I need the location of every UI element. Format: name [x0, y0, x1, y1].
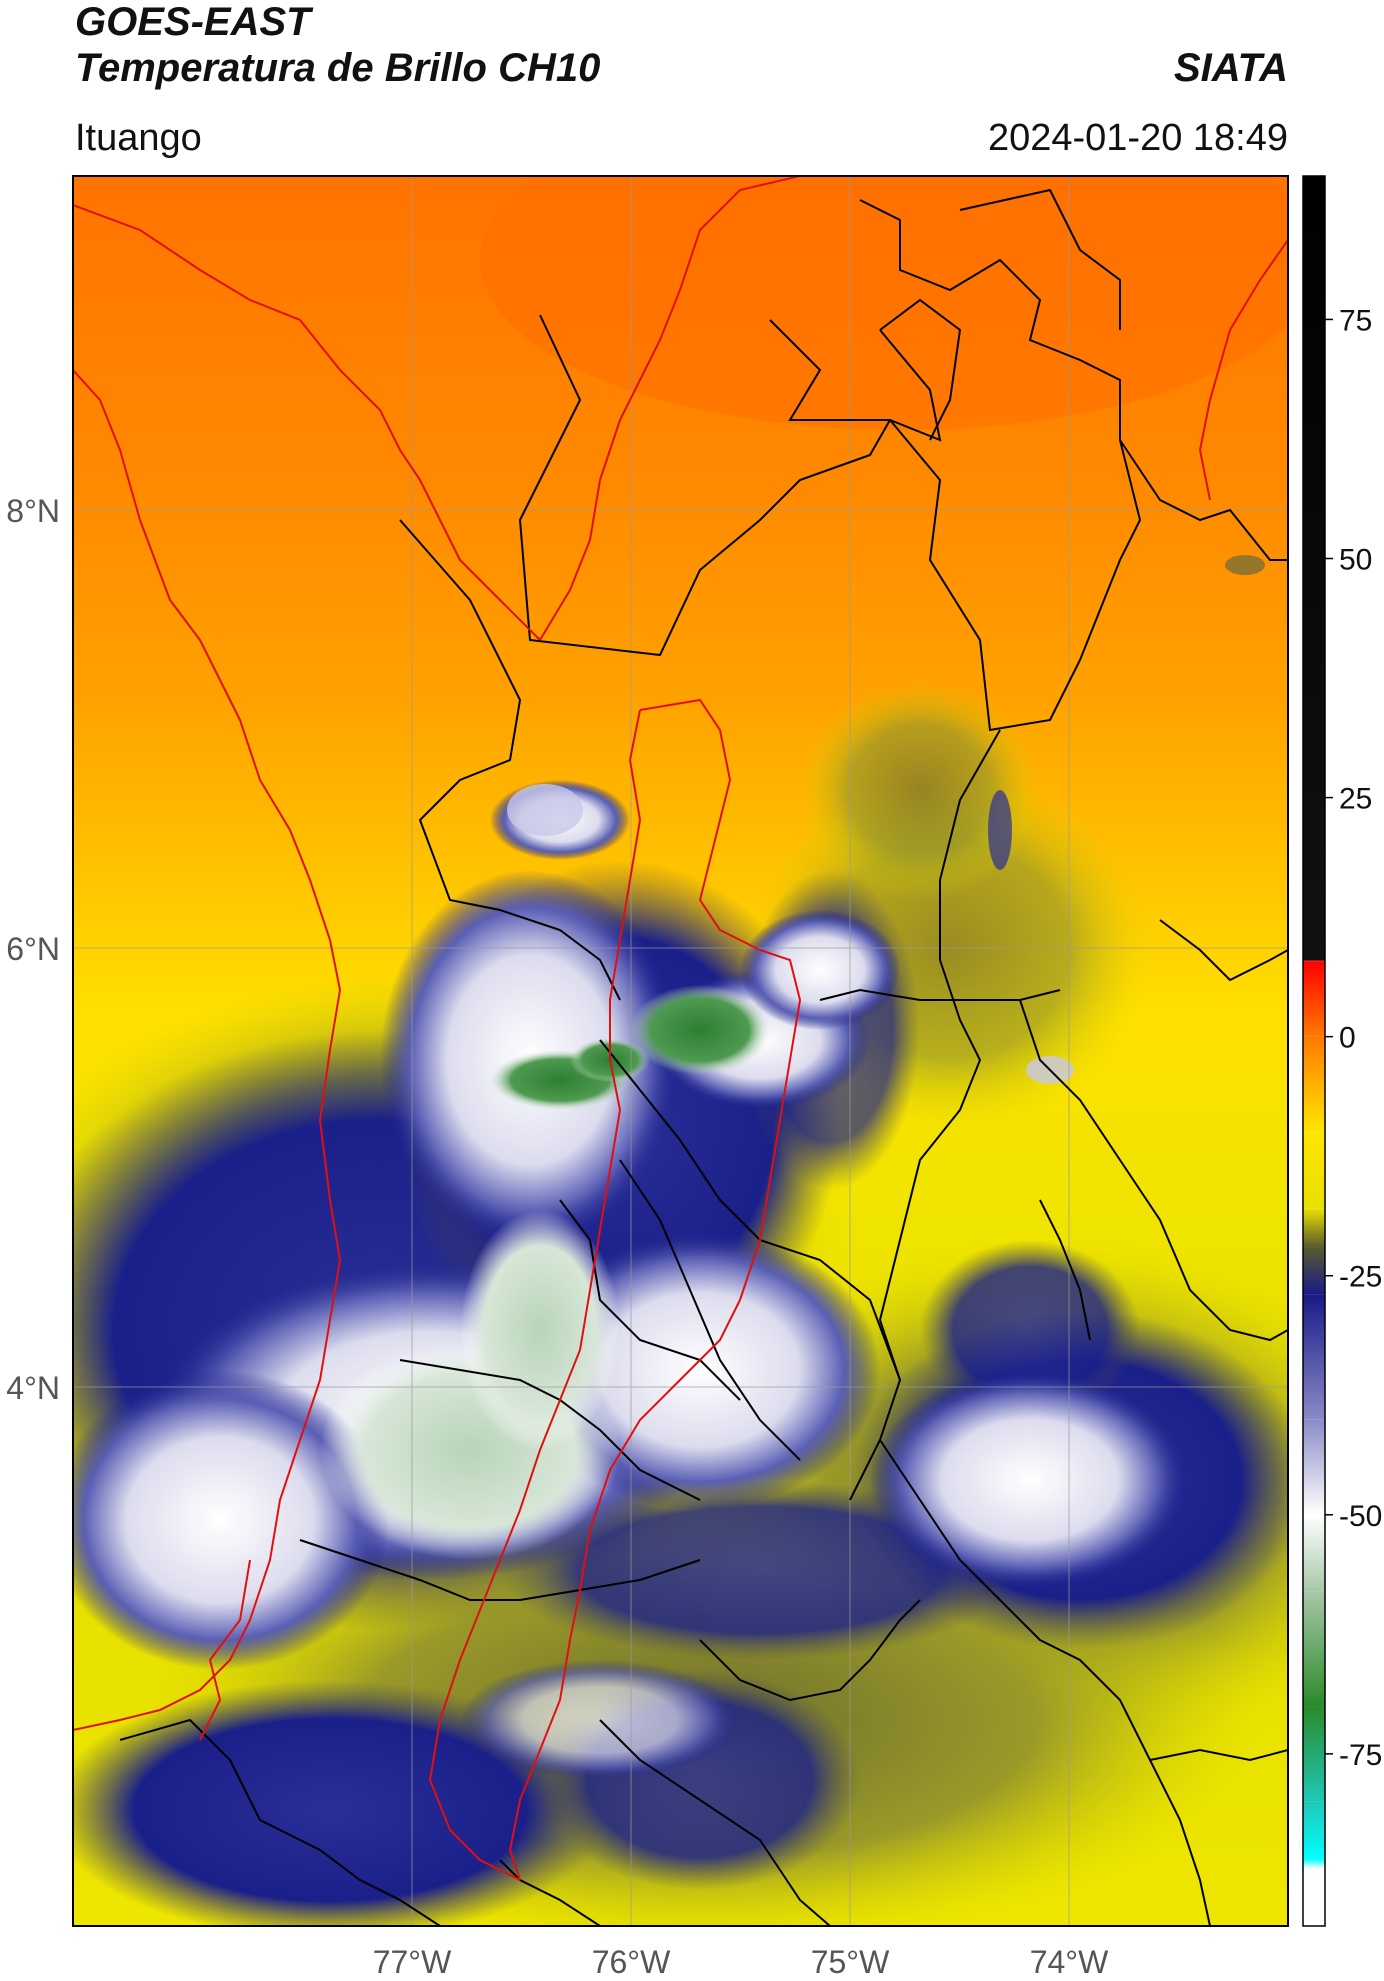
lat-tick-label: 4°N: [6, 1370, 60, 1406]
colorbar: 75 50 25 0 -25 -50 -75: [1302, 175, 1382, 1927]
map-frame: [72, 175, 1289, 1927]
colorbar-tick-label: -50: [1339, 1500, 1382, 1533]
timestamp-label: 2024-01-20 18:49: [987, 117, 1288, 159]
red-boundaries: [73, 176, 1288, 1881]
colorbar-frame: [1302, 175, 1326, 1927]
lon-tick-label: 74°W: [1030, 1944, 1109, 1980]
gridlines: [73, 176, 1288, 1926]
region-label: Ituango: [75, 117, 202, 159]
colorbar-segment: [1303, 1208, 1325, 1248]
colorbar-tick-label: 25: [1339, 783, 1372, 816]
colorbar-segment: [1303, 961, 1325, 1037]
colorbar-segment: [1303, 1868, 1325, 1926]
colorbar-segment: [1303, 1294, 1325, 1420]
colorbar-segment: [1303, 1801, 1325, 1860]
colorbar-tick-label: 0: [1339, 1022, 1356, 1055]
brand-label: SIATA: [1173, 46, 1288, 90]
longitude-axis: 77°W 76°W 75°W 74°W: [373, 1944, 1109, 1980]
colorbar-segment: [1303, 176, 1325, 961]
colorbar-tick-label: 50: [1339, 544, 1372, 577]
colorbar-tick-label: -75: [1339, 1739, 1382, 1772]
latitude-axis: 8°N 6°N 4°N: [6, 493, 60, 1406]
colorbar-segment: [1303, 1859, 1325, 1869]
colorbar-segment: [1303, 1247, 1325, 1295]
colorbar-segment: [1303, 1036, 1325, 1133]
lat-tick-label: 8°N: [6, 493, 60, 529]
colorbar-segment: [1303, 1591, 1325, 1707]
colorbar-tick-label: 75: [1339, 304, 1372, 337]
lon-tick-label: 75°W: [811, 1944, 890, 1980]
lon-tick-label: 77°W: [373, 1944, 452, 1980]
colorbar-segment: [1303, 1706, 1325, 1802]
colorbar-segment: [1303, 1132, 1325, 1209]
title-product: Temperatura de Brillo CH10: [75, 46, 601, 90]
colorbar-ticks: 75 50 25 0 -25 -50 -75: [1325, 304, 1382, 1772]
colorbar-segment: [1303, 960, 1325, 962]
title-satellite: GOES-EAST: [75, 0, 311, 44]
lat-tick-label: 6°N: [6, 931, 60, 967]
administrative-boundaries: [119, 188, 1288, 1926]
lon-tick-label: 76°W: [592, 1944, 671, 1980]
colorbar-segment: [1303, 1514, 1325, 1592]
colorbar-segment: [1303, 1419, 1325, 1515]
colorbar-strip: [1303, 176, 1325, 1926]
brightness-temperature-field: [73, 176, 1288, 1926]
colorbar-tick-label: -25: [1339, 1261, 1382, 1294]
